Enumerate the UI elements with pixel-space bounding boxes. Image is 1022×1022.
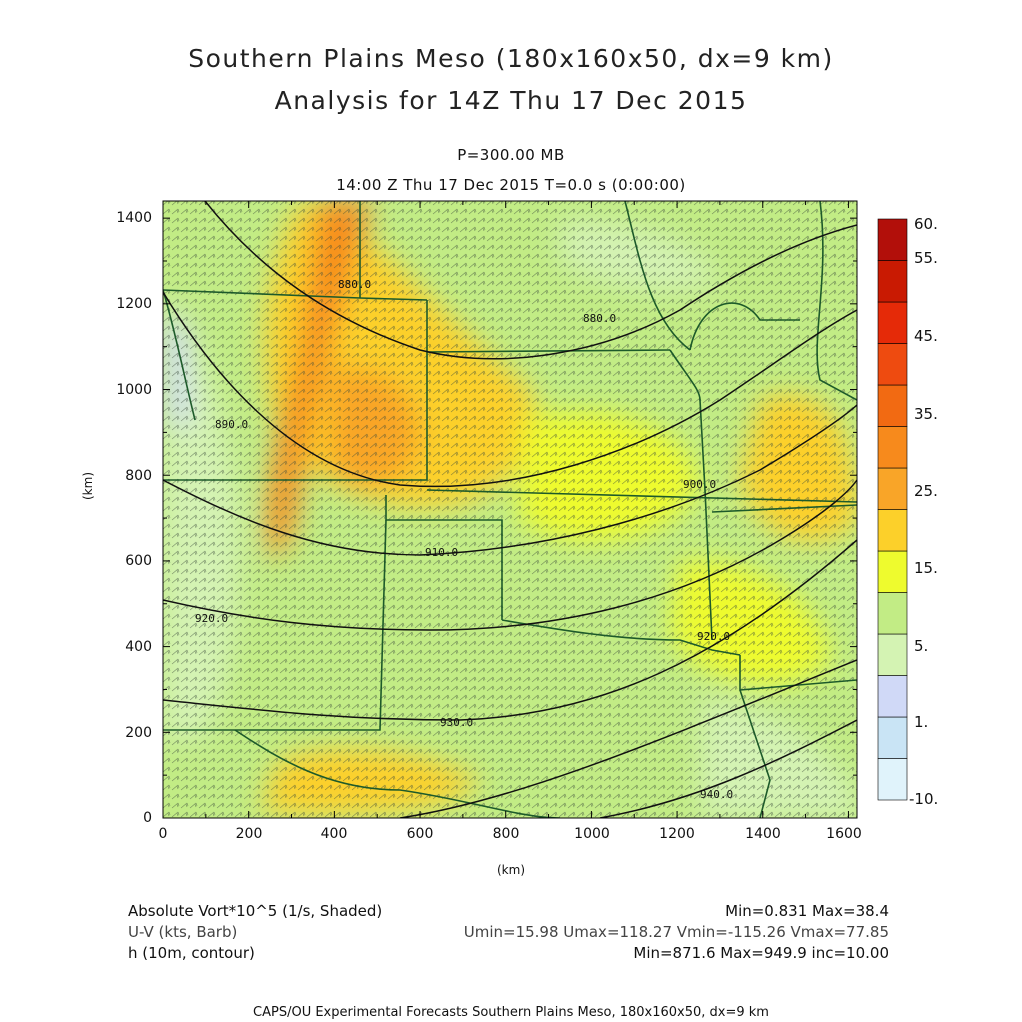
x-tick-label: 1200 [659,826,695,842]
y-tick-label: 1000 [116,382,152,398]
colorbar-label: 35. [914,405,938,423]
time-label: 14:00 Z Thu 17 Dec 2015 T=0.0 s (0:00:00… [336,176,686,194]
colorbar-swatch [877,426,908,469]
contour-label: 920.0 [697,630,730,643]
title-line-2: Analysis for 14Z Thu 17 Dec 2015 [274,86,748,115]
contour-label: 920.0 [195,612,228,625]
contour-labels: 880.0 880.0 890.0 900.0 910.0 920.0 920.… [195,278,733,801]
colorbar-swatch [877,633,908,676]
contour-label: 890.0 [215,418,248,431]
colorbar-swatch [877,592,908,635]
y-tick-label: 1200 [116,296,152,312]
colorbar-label: 55. [914,249,938,267]
shaded-field: 880.0 880.0 890.0 900.0 910.0 920.0 920.… [163,201,857,818]
contour-label: 930.0 [440,716,473,729]
y-tick-label: 1400 [116,210,152,226]
colorbar-swatch [877,260,908,303]
title-line-1: Southern Plains Meso (180x160x50, dx=9 k… [188,44,834,73]
y-axis-unit: (km) [81,471,95,500]
y-tick-label: 0 [143,810,152,826]
footer-credit: CAPS/OU Experimental Forecasts Southern … [253,1005,769,1020]
colorbar-label: -10. [909,790,939,808]
colorbar-label: 45. [914,327,938,345]
axis-ticks [162,201,857,819]
state-borders [163,201,857,818]
colorbar-label: 25. [914,482,938,500]
contour-field-stats: Min=871.6 Max=949.9 inc=10.00 [633,944,889,962]
barb-field-stats: Umin=15.98 Umax=118.27 Vmin=-115.26 Vmax… [463,923,889,941]
x-tick-label: 1400 [745,826,781,842]
colorbar-label: 1. [914,713,929,731]
colorbar-swatch [877,509,908,552]
x-tick-label: 200 [235,826,263,842]
colorbar [877,218,908,801]
colorbar-swatch [877,384,908,427]
contour-label: 940.0 [700,788,733,801]
colorbar-label: 15. [914,559,938,577]
colorbar-swatch [877,758,908,801]
barb-field-label: U-V (kts, Barb) [128,923,238,941]
colorbar-swatch [877,301,908,344]
contour-label: 900.0 [683,478,716,491]
contour-field-label: h (10m, contour) [128,944,255,962]
x-tick-label: 400 [320,826,348,842]
x-axis-unit: (km) [497,863,526,877]
y-tick-label: 200 [125,725,152,741]
colorbar-label: 5. [914,637,929,655]
x-tick-label: 1600 [826,826,862,842]
shaded-field-label: Absolute Vort*10^5 (1/s, Shaded) [128,902,383,920]
height-contours [163,201,857,818]
plot-frame [162,200,858,819]
x-tick-label: 1000 [574,826,610,842]
colorbar-swatch [877,675,908,718]
y-tick-label: 400 [125,639,152,655]
x-tick-label: 600 [406,826,434,842]
colorbar-swatch [877,716,908,759]
contour-label: 880.0 [583,312,616,325]
colorbar-label: 60. [914,215,938,233]
y-tick-label: 600 [125,553,152,569]
shaded-field-stats: Min=0.831 Max=38.4 [725,902,889,920]
colorbar-swatch [877,467,908,510]
level-label: P=300.00 MB [457,146,565,164]
colorbar-swatch [877,218,908,261]
contour-label: 910.0 [425,546,458,559]
colorbar-swatch [877,343,908,386]
colorbar-swatch [877,550,908,593]
y-tick-label: 800 [125,468,152,484]
contour-label: 880.0 [338,278,371,291]
x-tick-label: 800 [492,826,520,842]
x-tick-label: 0 [158,826,168,842]
